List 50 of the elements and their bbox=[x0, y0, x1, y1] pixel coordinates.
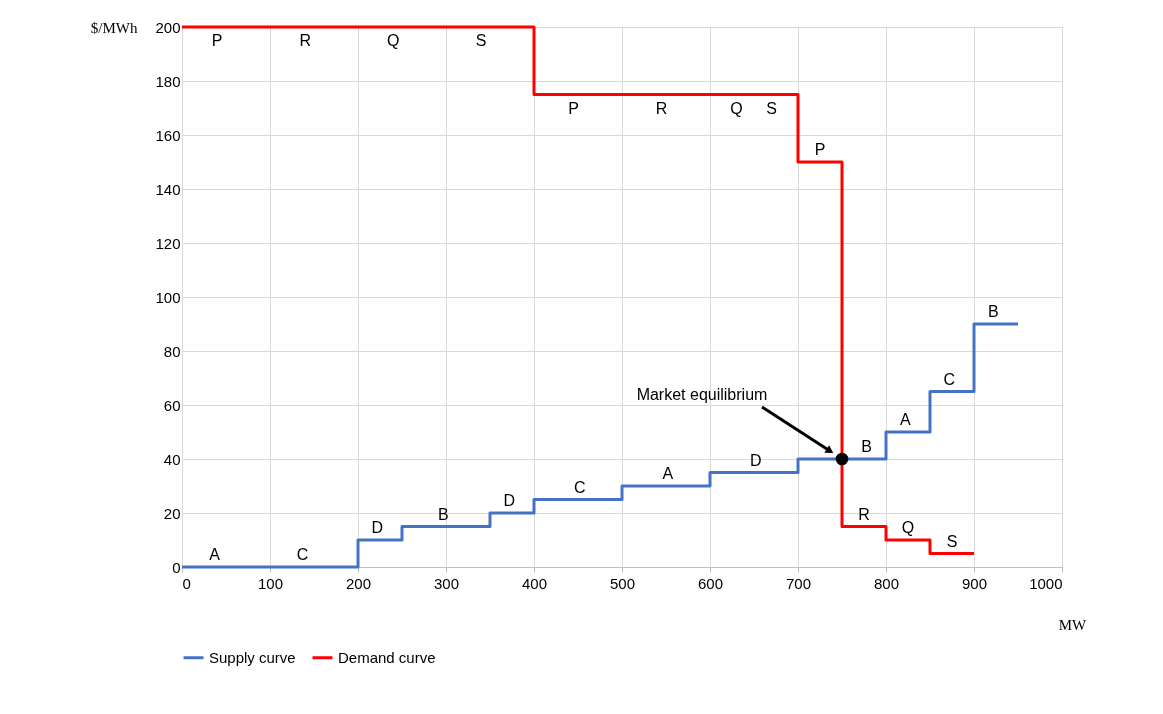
annotation: Market equilibrium bbox=[636, 386, 768, 403]
annotation: Q bbox=[730, 99, 743, 117]
annotation: R bbox=[299, 32, 311, 49]
y-tick-label: 40 bbox=[163, 450, 181, 468]
y-tick-label: 200 bbox=[155, 18, 181, 36]
annotation: S bbox=[946, 532, 958, 550]
y-tick-label: 20 bbox=[163, 504, 181, 522]
y-axis-title: $/MWh bbox=[90, 19, 138, 36]
annotation: A bbox=[662, 465, 674, 482]
annotation: S bbox=[475, 32, 487, 49]
annotation: R bbox=[858, 505, 870, 523]
x-tick-label: 900 bbox=[961, 574, 988, 592]
annotation: A bbox=[209, 546, 221, 563]
x-tick-label: 600 bbox=[697, 574, 724, 592]
annotation: D bbox=[503, 492, 516, 509]
x-tick-label: 400 bbox=[521, 574, 548, 592]
x-tick-label: 500 bbox=[609, 574, 636, 592]
x-tick-label: 1000 bbox=[1029, 574, 1063, 592]
y-tick-label: 120 bbox=[155, 234, 181, 252]
legend-label: Supply curve bbox=[209, 648, 296, 666]
annotation: A bbox=[900, 411, 912, 428]
annotation: C bbox=[573, 478, 586, 496]
annotation: Q bbox=[901, 519, 915, 536]
y-tick-label: 140 bbox=[155, 180, 181, 198]
annotation: C bbox=[296, 546, 309, 563]
annotation: P bbox=[568, 99, 579, 117]
legend-label: Demand curve bbox=[338, 648, 436, 666]
y-tick-label: 160 bbox=[155, 126, 181, 144]
annotation: P bbox=[211, 32, 223, 49]
annotation: P bbox=[814, 141, 826, 158]
x-tick-label: 100 bbox=[257, 574, 284, 592]
annotation: D bbox=[749, 451, 762, 469]
y-tick-label: 180 bbox=[155, 72, 181, 90]
annotation: B bbox=[988, 303, 999, 320]
annotation: B bbox=[438, 505, 449, 523]
annotation: D bbox=[371, 519, 384, 536]
y-tick-label: 60 bbox=[163, 396, 181, 414]
annotation: S bbox=[766, 99, 777, 117]
x-axis-title: MW bbox=[1058, 616, 1088, 633]
annotation: R bbox=[655, 99, 668, 117]
annotation: Q bbox=[386, 32, 400, 49]
x-tick-label: 200 bbox=[345, 574, 372, 592]
x-tick-label: 300 bbox=[433, 574, 460, 592]
annotation: B bbox=[861, 438, 872, 455]
x-tick-label: 800 bbox=[873, 574, 900, 592]
y-tick-label: 80 bbox=[163, 342, 181, 360]
x-tick-label: 700 bbox=[785, 574, 812, 592]
annotation: C bbox=[943, 370, 956, 388]
y-tick-label: 0 bbox=[172, 558, 181, 576]
y-tick-label: 100 bbox=[155, 288, 181, 306]
